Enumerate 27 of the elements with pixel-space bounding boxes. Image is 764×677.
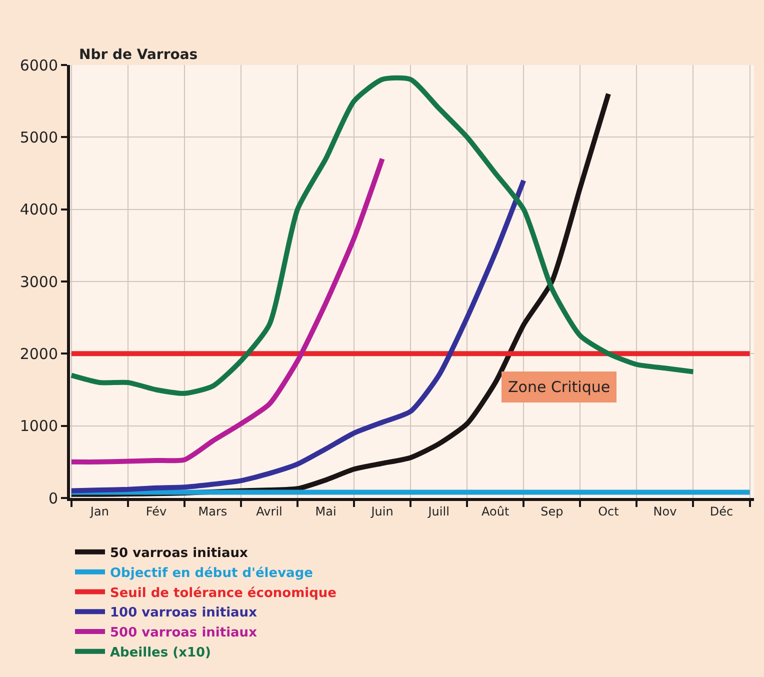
legend-label: 50 varroas initiaux — [110, 546, 249, 561]
y-tick-label: 6000 — [20, 56, 58, 74]
legend-label: 500 varroas initiaux — [110, 626, 258, 641]
y-tick-label: 3000 — [20, 272, 58, 291]
legend-label: 100 varroas initiaux — [110, 606, 258, 621]
legend-label: Objectif en début d'élevage — [110, 566, 314, 581]
x-tick-label: Oct — [598, 504, 620, 518]
x-tick-label: Mars — [198, 504, 228, 518]
legend-label: Seuil de tolérance économique — [110, 586, 337, 601]
x-tick-label: Jan — [89, 504, 109, 518]
x-tick-label: Déc — [710, 504, 734, 518]
x-tick-label: Juin — [370, 504, 394, 518]
x-tick-label: Sep — [540, 504, 564, 518]
x-tick-label: Juill — [427, 504, 450, 518]
y-axis-title: Nbr de Varroas — [79, 47, 198, 63]
x-tick-label: Avril — [256, 504, 282, 518]
x-tick-label: Nov — [653, 504, 677, 518]
x-tick-label: Août — [482, 504, 510, 518]
y-tick-label: 1000 — [20, 417, 58, 436]
legend-label: Abeilles (x10) — [110, 645, 211, 660]
y-tick-label: 5000 — [20, 128, 58, 146]
y-tick-label: 2000 — [20, 344, 58, 363]
x-tick-label: Fév — [146, 504, 167, 518]
y-tick-label: 0 — [48, 489, 58, 508]
x-tick-label: Mai — [315, 504, 336, 518]
y-tick-label: 4000 — [20, 200, 58, 219]
annotation: Zone Critique — [508, 378, 610, 396]
